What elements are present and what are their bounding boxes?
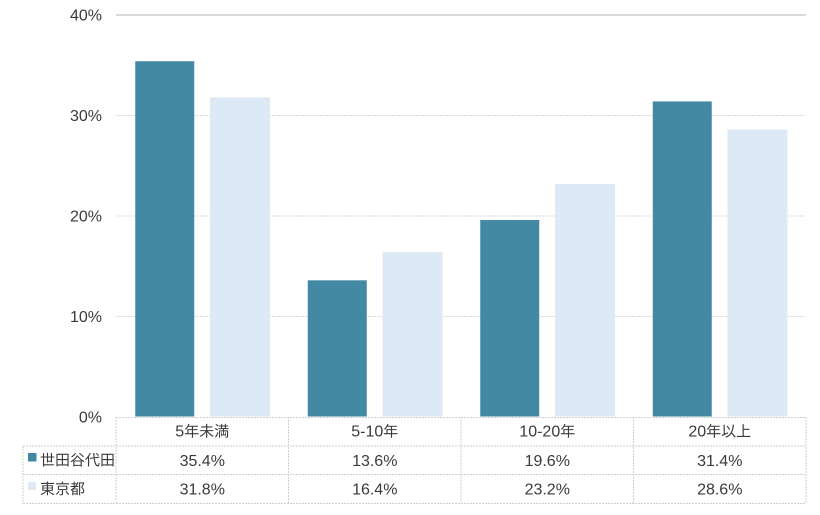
svg-text:20: 20 (688, 424, 706, 441)
svg-text:5: 5 (175, 424, 184, 441)
svg-text:40%: 40% (70, 8, 102, 25)
svg-text:31.8%: 31.8% (180, 482, 225, 499)
svg-text:10-20: 10-20 (519, 424, 560, 441)
svg-text:31.4%: 31.4% (697, 453, 742, 470)
svg-text:28.6%: 28.6% (697, 482, 742, 499)
svg-text:16.4%: 16.4% (352, 482, 397, 499)
svg-text:13.6%: 13.6% (352, 453, 397, 470)
svg-text:19.6%: 19.6% (525, 453, 570, 470)
svg-text:23.2%: 23.2% (525, 482, 570, 499)
svg-text:35.4%: 35.4% (180, 453, 225, 470)
svg-text:20%: 20% (70, 209, 102, 226)
svg-text:30%: 30% (70, 108, 102, 125)
svg-text:5-10: 5-10 (351, 424, 383, 441)
svg-text:10%: 10% (70, 309, 102, 326)
svg-text:0%: 0% (79, 410, 102, 427)
